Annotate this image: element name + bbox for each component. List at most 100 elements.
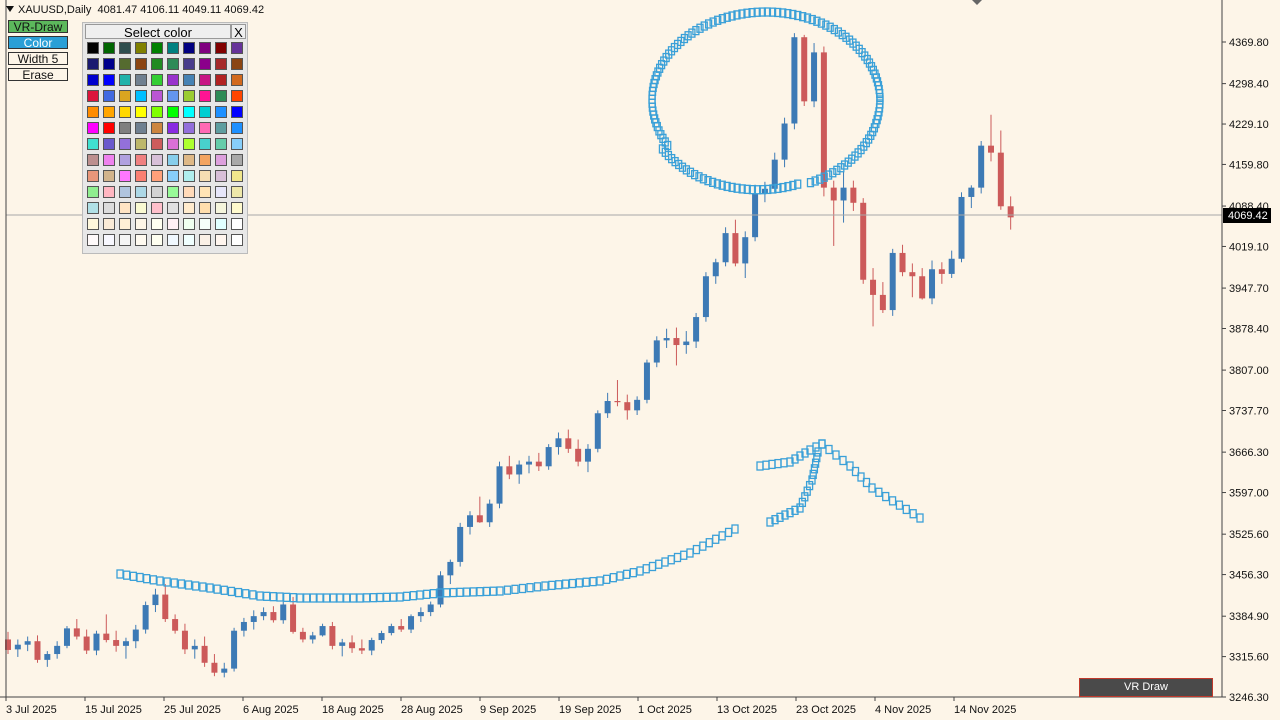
color-swatch[interactable] (119, 90, 131, 102)
width-button[interactable]: Width 5 (8, 52, 68, 66)
color-swatch[interactable] (135, 58, 147, 70)
color-swatch[interactable] (167, 90, 179, 102)
collapse-triangle-icon[interactable] (6, 6, 14, 12)
color-swatch[interactable] (215, 122, 227, 134)
color-swatch[interactable] (215, 234, 227, 246)
color-swatch[interactable] (151, 106, 163, 118)
color-swatch[interactable] (183, 170, 195, 182)
color-swatch[interactable] (199, 138, 211, 150)
color-swatch[interactable] (183, 42, 195, 54)
color-swatch[interactable] (199, 202, 211, 214)
color-swatch[interactable] (119, 154, 131, 166)
color-swatch[interactable] (87, 42, 99, 54)
color-swatch[interactable] (215, 170, 227, 182)
color-swatch[interactable] (119, 186, 131, 198)
color-swatch[interactable] (167, 202, 179, 214)
color-swatch[interactable] (231, 74, 243, 86)
color-swatch[interactable] (103, 106, 115, 118)
color-swatch[interactable] (135, 122, 147, 134)
color-swatch[interactable] (103, 122, 115, 134)
color-swatch[interactable] (167, 42, 179, 54)
color-swatch[interactable] (199, 74, 211, 86)
color-button[interactable]: Color (8, 36, 68, 50)
color-swatch[interactable] (183, 106, 195, 118)
color-swatch[interactable] (135, 106, 147, 118)
color-swatch[interactable] (183, 218, 195, 230)
color-swatch[interactable] (215, 106, 227, 118)
color-swatch[interactable] (183, 234, 195, 246)
color-swatch[interactable] (87, 122, 99, 134)
color-swatch[interactable] (231, 106, 243, 118)
color-swatch[interactable] (231, 234, 243, 246)
color-swatch[interactable] (87, 154, 99, 166)
palette-close-button[interactable]: X (231, 24, 246, 40)
color-swatch[interactable] (103, 186, 115, 198)
color-swatch[interactable] (87, 106, 99, 118)
color-swatch[interactable] (199, 42, 211, 54)
color-swatch[interactable] (103, 42, 115, 54)
color-swatch[interactable] (87, 58, 99, 70)
color-swatch[interactable] (151, 58, 163, 70)
color-swatch[interactable] (87, 90, 99, 102)
color-swatch[interactable] (167, 106, 179, 118)
color-swatch[interactable] (135, 186, 147, 198)
color-swatch[interactable] (167, 122, 179, 134)
color-swatch[interactable] (231, 202, 243, 214)
color-swatch[interactable] (183, 154, 195, 166)
color-swatch[interactable] (135, 90, 147, 102)
color-swatch[interactable] (151, 138, 163, 150)
color-swatch[interactable] (135, 218, 147, 230)
color-swatch[interactable] (199, 106, 211, 118)
color-swatch[interactable] (167, 74, 179, 86)
color-swatch[interactable] (103, 154, 115, 166)
color-swatch[interactable] (231, 42, 243, 54)
color-swatch[interactable] (119, 170, 131, 182)
color-swatch[interactable] (183, 122, 195, 134)
color-swatch[interactable] (103, 74, 115, 86)
color-swatch[interactable] (199, 154, 211, 166)
color-swatch[interactable] (87, 170, 99, 182)
color-swatch[interactable] (87, 74, 99, 86)
color-swatch[interactable] (151, 186, 163, 198)
color-swatch[interactable] (167, 58, 179, 70)
color-swatch[interactable] (199, 186, 211, 198)
color-swatch[interactable] (199, 234, 211, 246)
color-swatch[interactable] (215, 186, 227, 198)
color-swatch[interactable] (135, 202, 147, 214)
color-swatch[interactable] (167, 218, 179, 230)
color-swatch[interactable] (167, 234, 179, 246)
color-swatch[interactable] (215, 202, 227, 214)
color-swatch[interactable] (119, 202, 131, 214)
color-swatch[interactable] (167, 138, 179, 150)
color-swatch[interactable] (199, 90, 211, 102)
color-swatch[interactable] (231, 170, 243, 182)
color-swatch[interactable] (151, 234, 163, 246)
color-swatch[interactable] (231, 138, 243, 150)
color-swatch[interactable] (119, 234, 131, 246)
color-swatch[interactable] (183, 138, 195, 150)
color-swatch[interactable] (119, 74, 131, 86)
color-swatch[interactable] (119, 106, 131, 118)
color-swatch[interactable] (231, 186, 243, 198)
color-swatch[interactable] (151, 154, 163, 166)
color-swatch[interactable] (103, 170, 115, 182)
color-swatch[interactable] (103, 234, 115, 246)
color-swatch[interactable] (199, 58, 211, 70)
color-swatch[interactable] (167, 154, 179, 166)
color-swatch[interactable] (215, 218, 227, 230)
color-swatch[interactable] (103, 202, 115, 214)
vr-draw-panel[interactable]: VR Draw (1079, 678, 1213, 697)
color-swatch[interactable] (183, 186, 195, 198)
color-swatch[interactable] (167, 170, 179, 182)
color-swatch[interactable] (103, 218, 115, 230)
color-swatch[interactable] (151, 170, 163, 182)
color-swatch[interactable] (151, 218, 163, 230)
color-swatch[interactable] (87, 138, 99, 150)
color-swatch[interactable] (183, 202, 195, 214)
color-swatch[interactable] (119, 58, 131, 70)
color-swatch[interactable] (135, 154, 147, 166)
color-swatch[interactable] (87, 202, 99, 214)
color-swatch[interactable] (167, 186, 179, 198)
vr-draw-button[interactable]: VR-Draw (8, 20, 68, 34)
color-swatch[interactable] (231, 122, 243, 134)
